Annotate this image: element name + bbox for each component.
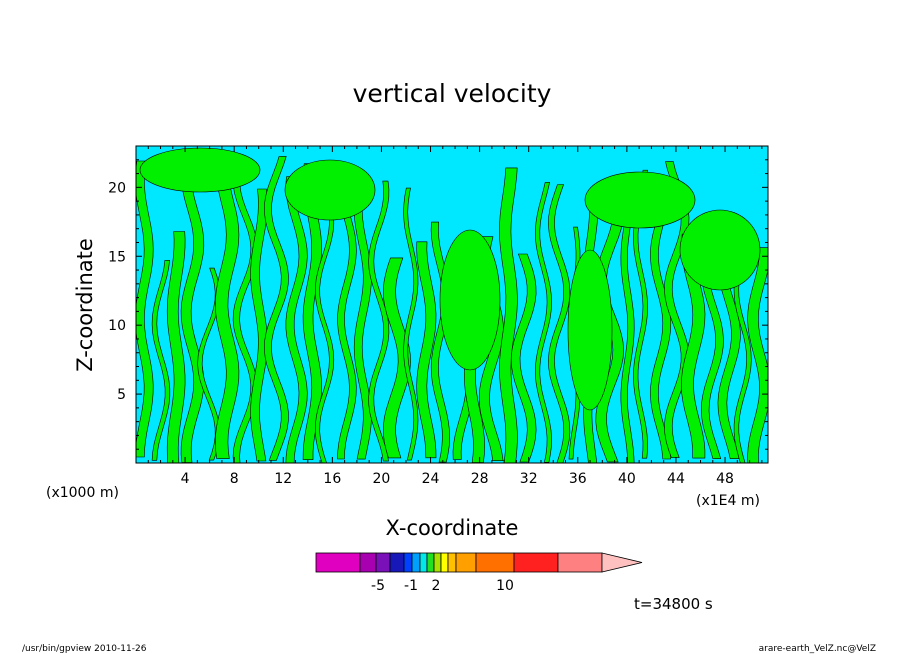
chart-title: vertical velocity (353, 79, 552, 108)
x-tick-label: 36 (569, 471, 587, 487)
y-axis: 5 10 15 20 (108, 159, 768, 450)
colorbar-label: -1 (404, 578, 418, 594)
colorbar-label: 2 (432, 578, 441, 594)
velocity-band (382, 257, 411, 459)
velocity-band (548, 184, 571, 463)
colorbar-segment (557, 552, 603, 573)
x-tick-label: 12 (274, 471, 292, 487)
velocity-band (151, 259, 171, 461)
velocity-band (250, 188, 268, 462)
velocity-lobe (567, 249, 613, 411)
colorbar-segment (359, 552, 377, 573)
velocity-band (368, 180, 390, 462)
velocity-band (214, 170, 240, 459)
y-axis-label: Z-coordinate (73, 238, 97, 372)
x-scale-label: (x1E4 m) (696, 493, 760, 509)
velocity-band (620, 192, 635, 463)
x-unit-label: (x1000 m) (46, 485, 119, 501)
x-tick-label: 32 (520, 471, 538, 487)
footer-right: arare-earth_VelZ.nc@VelZ (759, 644, 876, 654)
y-tick-label: 20 (108, 180, 126, 196)
velocity-band (747, 247, 768, 463)
velocity-band (650, 194, 672, 460)
velocity-band (680, 233, 706, 459)
colorbar-segment (403, 552, 413, 573)
colorbar-segment (419, 552, 428, 573)
velocity-band (314, 199, 335, 463)
velocity-band (197, 267, 221, 461)
x-tick-label: 20 (373, 471, 391, 487)
velocity-band (499, 167, 518, 463)
footer-left: /usr/bin/gpview 2010-11-26 (22, 644, 147, 654)
colorbar-segment (475, 552, 515, 573)
velocity-band (416, 241, 437, 459)
colorbar-label: -5 (371, 578, 385, 594)
x-tick-label: 24 (422, 471, 440, 487)
velocity-band (633, 169, 648, 459)
colorbar: -5 -1 2 10 (315, 552, 643, 594)
colorbar-segment (513, 552, 559, 573)
y-tick-label: 15 (108, 249, 126, 265)
velocity-lobe (139, 147, 261, 193)
velocity-band (285, 176, 308, 463)
x-axis-label: X-coordinate (386, 516, 519, 540)
x-tick-label: 4 (181, 471, 190, 487)
velocity-band (136, 160, 154, 458)
x-tick-label: 44 (667, 471, 685, 487)
velocity-band (263, 156, 289, 461)
x-tick-label: 40 (618, 471, 636, 487)
velocity-band (166, 231, 186, 463)
x-tick-label: 16 (323, 471, 341, 487)
plot-frame (135, 145, 769, 464)
colorbar-arrow (601, 552, 643, 573)
colorbar-segment (426, 552, 435, 573)
colorbar-segment (455, 552, 477, 573)
colorbar-segment (433, 552, 442, 573)
y-tick-label: 10 (108, 318, 126, 334)
x-tick-label: 48 (716, 471, 734, 487)
y-tick-label: 5 (117, 387, 126, 403)
velocity-lobe (439, 229, 501, 371)
velocity-band (337, 202, 357, 460)
x-tick-label: 8 (230, 471, 239, 487)
colorbar-segment (389, 552, 405, 573)
x-axis: 4 8 12 16 20 24 28 32 36 40 44 48 (147, 146, 763, 487)
velocity-band (353, 202, 372, 460)
x-tick-label: 28 (471, 471, 489, 487)
velocity-lobe (584, 171, 696, 229)
velocity-lobe (679, 209, 761, 291)
velocity-field (136, 147, 768, 463)
colorbar-segment (447, 552, 457, 573)
velocity-band (302, 163, 322, 461)
colorbar-segment (440, 552, 449, 573)
colorbar-segment (375, 552, 391, 573)
velocity-band (403, 187, 419, 461)
velocity-band (733, 272, 752, 463)
velocity-lobe (284, 159, 376, 221)
colorbar-segment (315, 552, 361, 573)
time-label: t=34800 s (634, 595, 713, 613)
velocity-band (534, 182, 552, 463)
colorbar-segment (411, 552, 421, 573)
colorbar-label: 10 (496, 578, 514, 594)
